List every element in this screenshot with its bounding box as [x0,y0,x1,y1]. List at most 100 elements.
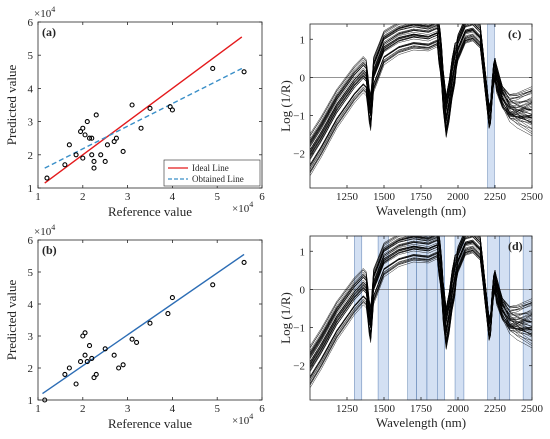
spectrum-line [310,37,532,173]
y-tick-label: 4 [28,299,34,311]
spectrum-line [310,27,532,150]
x-tick-label: 5 [214,191,220,203]
x-tick-label: 1250 [336,191,359,203]
spectrum-line [310,35,532,167]
data-point [120,362,126,368]
x-axis-label: Reference value [108,416,192,431]
y-tick-label: 1 [300,246,306,258]
x-tick-label: 3 [125,191,131,203]
data-point [89,355,95,361]
data-point [78,129,84,135]
data-point [167,104,173,110]
data-point [62,162,68,168]
legend-entry: Ideal Line [192,163,229,173]
y-tick-label: −2 [293,149,305,161]
x-axis-label: Wavelength (nm) [376,203,466,218]
spectrum-line [310,236,532,356]
data-point [104,142,110,148]
spectrum-line [310,25,532,150]
data-point [111,138,117,145]
y-axis-label: Predicted value [4,65,19,146]
shaded-band [426,235,438,401]
y-tick-label: 3 [28,331,34,343]
spectrum-line [310,247,532,379]
y-tick-label: 2 [28,363,34,375]
data-point [169,107,175,113]
spectrum-line [310,236,532,348]
panel-label: (a) [42,25,56,39]
x-tick-label: 2500 [521,191,544,203]
x-tick-label: 1 [35,191,41,203]
spectrum-line [310,29,532,154]
data-point [210,282,216,288]
y-tick-label: 1 [28,395,34,407]
data-point [138,125,144,131]
data-point [116,365,122,371]
data-point [120,148,126,155]
data-point [102,346,108,352]
x-axis-label: Wavelength (nm) [376,415,466,430]
y-tick-label: −2 [293,361,305,373]
data-point [210,65,216,72]
series-line-1 [44,67,243,169]
data-point [147,105,153,111]
x-tick-label: 2 [80,191,86,203]
spectrum-line [310,241,532,367]
data-point [84,359,90,365]
spectrum-line [310,39,532,172]
panel-label: (c) [508,27,521,41]
spectrum-line [310,38,532,172]
data-point [134,339,140,345]
y-tick-label: 0 [300,284,306,296]
scatter-panel-b: 1 2 3 4 5 6 1 2 3 4 5 6 (b) Reference value Predicted … [4,223,265,431]
data-point [82,352,88,358]
x-tick-label: 2000 [447,403,470,415]
data-point [89,152,95,158]
data-point [66,142,72,148]
x-exponent-label: ×104 [232,200,253,215]
series-line-0 [42,253,245,395]
axes-box [37,21,263,189]
y-axis-label: Log (1/R) [278,80,293,132]
spectrum-line [310,29,532,155]
legend-entry: Obtained Line [192,174,244,184]
data-point [86,343,93,349]
data-point [82,330,88,336]
x-tick-label: 2500 [521,403,544,415]
data-point [129,102,135,108]
spectra-panel-d: 1250 1500 1750 2000 2250 2500 −2 −1 0 1 (d) Wavelen… [278,235,544,430]
y-tick-label: 5 [28,267,34,279]
data-point [93,371,99,377]
y-tick-label: 2 [28,150,34,162]
data-point [84,119,90,125]
y-axis-label: Predicted value [4,280,19,361]
data-point [111,352,117,358]
data-point [113,135,119,141]
data-point [169,295,175,301]
axes-box [37,239,263,401]
spectrum-line [310,24,532,136]
data-point [241,69,247,75]
y-tick-label: 5 [28,50,34,62]
y-tick-label: 6 [28,17,34,29]
data-point [66,365,72,371]
spectrum-line [310,245,532,370]
y-tick-label: 0 [300,72,306,84]
y-tick-label: 1 [300,34,306,46]
x-exponent-label: ×104 [232,412,253,427]
x-tick-label: 1 [35,403,41,415]
x-tick-label: 4 [170,403,176,415]
spectrum-line [310,239,532,362]
y-tick-label: 1 [28,183,34,195]
data-point [91,165,97,171]
x-tick-label: 2250 [484,403,507,415]
x-tick-label: 4 [170,191,176,203]
spectrum-line [310,237,532,362]
data-point [62,371,68,377]
spectrum-line [310,24,532,144]
legend-box [163,159,261,187]
scatter-panel-a: 1 2 3 4 5 6 1 2 3 4 5 6 (a) Reference value Predicted … [4,5,265,219]
spectrum-line [310,33,532,158]
x-tick-label: 1500 [373,191,396,203]
